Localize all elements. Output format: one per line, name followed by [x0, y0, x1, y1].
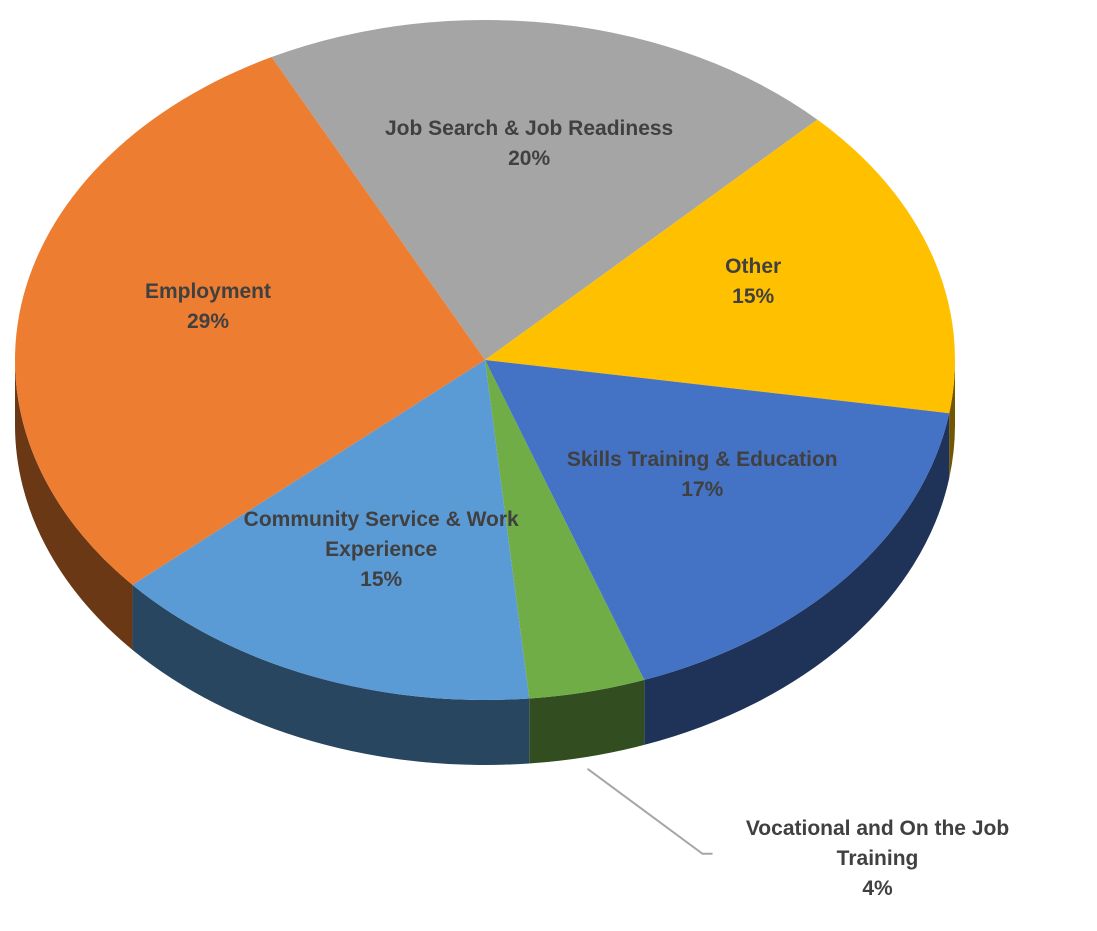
pie-slice [14, 57, 485, 585]
pie-side [644, 413, 950, 745]
data-label: Job Search & Job Readiness 20% [379, 114, 679, 174]
label-name: Skills Training & Education [566, 448, 838, 472]
label-value: 17% [681, 478, 724, 502]
data-label: Other 15% [603, 252, 903, 312]
label-name: Community Service & Work Experience [243, 507, 519, 561]
data-label: Community Service & Work Experience 15% [231, 505, 531, 595]
pie-side [15, 360, 133, 650]
pie-slice [271, 20, 818, 360]
leader-line [586, 768, 713, 855]
pie-side [529, 679, 645, 764]
pie-slice [485, 360, 645, 699]
label-value: 15% [360, 567, 403, 591]
pie-slice [485, 119, 955, 414]
data-label: Skills Training & Education 17% [552, 445, 852, 505]
pie-slice [132, 360, 530, 700]
pie-side [949, 360, 955, 479]
label-name: Vocational and On the Job Training [745, 816, 1010, 870]
pie-slice [485, 360, 950, 680]
label-value: 15% [732, 284, 775, 308]
label-value: 20% [508, 146, 551, 170]
label-value: 4% [862, 876, 893, 900]
pie-side [132, 584, 530, 765]
data-label: Employment 29% [58, 277, 358, 337]
label-name: Job Search & Job Readiness [384, 116, 674, 140]
label-name: Employment [144, 279, 271, 303]
data-label: Vocational and On the Job Training 4% [728, 814, 1028, 904]
label-name: Other [725, 254, 782, 278]
label-value: 29% [186, 309, 229, 333]
